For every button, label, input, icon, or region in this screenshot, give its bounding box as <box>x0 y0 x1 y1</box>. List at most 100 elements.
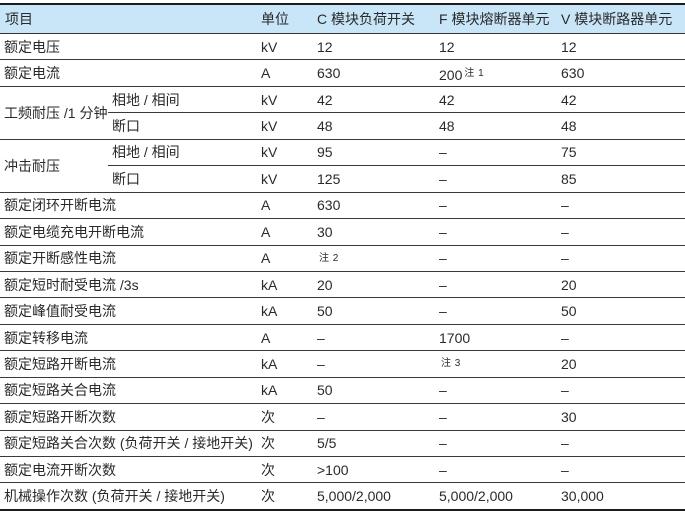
unit-cell: 次 <box>257 403 313 431</box>
item-cell: 额定电流 <box>0 59 257 87</box>
value-cell-v-module: – <box>557 324 685 352</box>
value-text: 630 <box>317 197 341 214</box>
spec-row: 额定电缆充电开断电流 A 30 – – <box>0 218 685 246</box>
value-cell-f-module: – <box>435 165 557 193</box>
item-cell: 冲击耐压 <box>0 139 108 193</box>
value-text: 1700 <box>439 329 471 346</box>
spec-row: 断口 kV 48 48 48 <box>0 112 685 140</box>
spec-row: 额定电流开断次数次 >100 – – <box>0 456 685 484</box>
value-text: 42 <box>439 91 455 108</box>
value-cell-v-module: 20 <box>557 271 685 299</box>
sub-item-cell: 相地 / 相间 <box>108 86 257 114</box>
value-text: – <box>439 170 447 187</box>
value-text: – <box>561 461 569 478</box>
value-text: – <box>439 144 447 161</box>
item-cell: 额定电流开断次数 <box>0 456 257 484</box>
value-text: 30 <box>561 408 577 425</box>
value-cell-v-module: – <box>557 456 685 484</box>
value-text: – <box>439 250 447 267</box>
item-cell: 额定短路开断电流 <box>0 350 257 378</box>
spec-row: 额定电流 A 630 200 注 1 630 <box>0 59 685 87</box>
spec-row: 额定短路开断电流 kA – 注 3 20 <box>0 350 685 378</box>
unit-cell: kV <box>257 139 313 167</box>
value-text: 50 <box>317 382 333 399</box>
note-ref: 注 2 <box>319 252 339 264</box>
unit-cell: A <box>257 245 313 272</box>
spec-row: 机械操作次数 (负荷开关 / 接地开关) 次 5,000/2,000 5,000/2,… <box>0 482 685 511</box>
value-text: 20 <box>561 355 577 372</box>
spec-row: 额定转移电流 A –1700– <box>0 324 685 352</box>
value-cell-c-module: 42 <box>313 86 435 114</box>
value-cell-f-module: – <box>435 430 557 458</box>
value-text: – <box>439 408 447 425</box>
value-cell-c-module: 注 2 <box>313 245 435 272</box>
item-cell: 额定短路开断次数 <box>0 403 257 431</box>
spec-row: 额定闭环开断电流 A 630 – – <box>0 192 685 220</box>
value-text: 125 <box>317 170 341 187</box>
value-text: – <box>561 382 569 399</box>
value-cell-f-module: – <box>435 297 557 325</box>
item-cell: 额定转移电流 <box>0 324 257 352</box>
value-cell-v-module: – <box>557 192 685 220</box>
value-cell-f-module: – <box>435 456 557 484</box>
value-cell-v-module: 630 <box>557 59 685 87</box>
table-header-row: 项目 单位 C 模块负荷开关 F 模块熔断器单元 V 模块断路器单元 <box>0 4 685 34</box>
value-text: – <box>317 329 325 346</box>
value-cell-c-module: 50 <box>313 297 435 325</box>
value-cell-f-module: 5,000/2,000 <box>435 482 557 511</box>
spec-table: 项目 单位 C 模块负荷开关 F 模块熔断器单元 V 模块断路器单元 额定电压 k… <box>0 3 685 511</box>
value-cell-c-module: 20 <box>313 271 435 299</box>
value-text: – <box>561 329 569 346</box>
value-text: – <box>439 197 447 214</box>
value-cell-v-module: 50 <box>557 297 685 325</box>
unit-cell: 次 <box>257 456 313 484</box>
spec-row: 额定短时耐受电流 /3s kA 20–20 <box>0 271 685 299</box>
spec-row: 冲击耐压 相地 / 相间 kV 95 – 75 <box>0 139 685 193</box>
unit-cell: kA <box>257 377 313 405</box>
value-cell-f-module: – <box>435 218 557 246</box>
col-header-v-module: V 模块断路器单元 <box>557 4 685 34</box>
value-text: 12 <box>317 38 333 55</box>
spec-row: 额定短路开断次数次 – –30 <box>0 403 685 431</box>
spec-row: 额定开断感性电流 A 注 2 – – <box>0 245 685 272</box>
value-cell-v-module: – <box>557 430 685 458</box>
value-cell-f-module: 48 <box>435 112 557 140</box>
sub-item-cell: 断口 <box>108 112 257 140</box>
value-text: – <box>561 223 569 240</box>
col-header-c-module: C 模块负荷开关 <box>313 4 435 34</box>
value-text: 48 <box>439 118 455 135</box>
unit-cell: A <box>257 192 313 220</box>
value-cell-v-module: 85 <box>557 165 685 193</box>
value-cell-v-module: 30,000 <box>557 482 685 511</box>
unit-cell: kA <box>257 350 313 378</box>
value-text: 5,000/2,000 <box>317 488 391 505</box>
value-cell-v-module: – <box>557 377 685 405</box>
unit-cell: A <box>257 324 313 352</box>
value-cell-c-module: 48 <box>313 112 435 140</box>
spec-row: 工频耐压 /1 分钟 相地 / 相间 kV 42 42 42 <box>0 86 685 140</box>
value-cell-c-module: 50 <box>313 377 435 405</box>
value-text: 30,000 <box>561 488 604 505</box>
value-text: – <box>439 223 447 240</box>
value-text: 12 <box>439 38 455 55</box>
value-text: 200 <box>439 66 463 83</box>
unit-cell: A <box>257 59 313 87</box>
item-cell: 额定电缆充电开断电流 <box>0 218 257 246</box>
unit-cell: kA <box>257 297 313 325</box>
value-text: 85 <box>561 170 577 187</box>
item-cell: 工频耐压 /1 分钟 <box>0 86 108 140</box>
value-cell-v-module: 20 <box>557 350 685 378</box>
spec-row: 额定短路关合电流 kA 50 – – <box>0 377 685 405</box>
value-cell-c-module: 95 <box>313 139 435 167</box>
item-cell: 额定短路关合电流 <box>0 377 257 405</box>
value-text: 50 <box>561 303 577 320</box>
value-text: 30 <box>317 223 333 240</box>
value-cell-f-module: – <box>435 403 557 431</box>
value-cell-c-module: 30 <box>313 218 435 246</box>
value-cell-v-module: – <box>557 245 685 272</box>
value-cell-f-module: 注 3 <box>435 350 557 378</box>
item-cell: 额定短时耐受电流 /3s <box>0 271 257 299</box>
col-header-unit: 单位 <box>257 4 313 34</box>
value-cell-v-module: – <box>557 218 685 246</box>
